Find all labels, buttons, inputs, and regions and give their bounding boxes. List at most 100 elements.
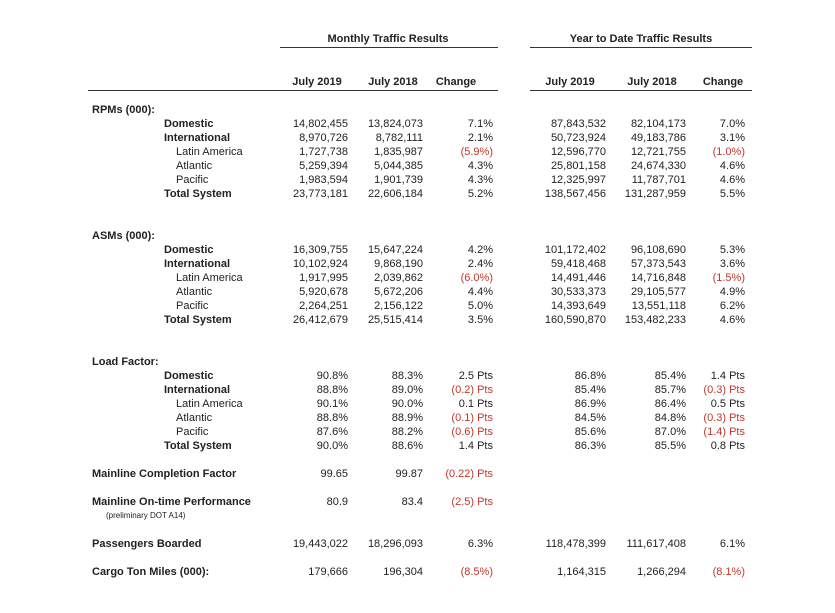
cell-value: 30,533,373 [550, 286, 606, 298]
cell-value: 3.5% [467, 314, 493, 326]
cell-value: 99.65 [320, 468, 348, 480]
row-label: Latin America [176, 398, 243, 410]
cell-value: 88.8% [316, 384, 348, 396]
cell-value: 2,039,862 [374, 272, 423, 284]
cell-value: 111,617,408 [626, 538, 686, 550]
cell-value: (0.3) Pts [703, 412, 745, 424]
cell-value: 87,843,532 [550, 118, 606, 130]
col-monthly-2019: July 2019 [292, 76, 342, 88]
table-row: (preliminary DOT A14) [0, 511, 835, 525]
row-label: Total System [164, 314, 232, 326]
monthly-title-rule [280, 47, 498, 48]
cell-value: 85.4% [654, 370, 686, 382]
cell-value: 25,515,414 [367, 314, 423, 326]
row-label: International [164, 384, 231, 396]
cell-value: 2,156,122 [374, 300, 423, 312]
cell-value: 12,721,755 [630, 146, 686, 158]
col-ytd-2019: July 2019 [545, 76, 595, 88]
table-row: Mainline Completion Factor 99.65 99.87 (0.2… [0, 468, 835, 482]
monthly-title: Monthly Traffic Results [327, 33, 449, 45]
cell-value: 14,802,455 [292, 118, 348, 130]
cell-value: 4.2% [467, 244, 493, 256]
row-label: Total System [164, 440, 232, 452]
row-label: Domestic [164, 244, 214, 256]
cell-value: 85.5% [654, 440, 686, 452]
table-row: Total System 90.0% 88.6% 1.4 Pts 86.3% 85.5% 0… [0, 440, 835, 454]
ytd-title-rule [530, 47, 752, 48]
cell-value: 57,373,543 [630, 258, 686, 270]
cell-value: (0.22) Pts [445, 468, 493, 480]
cell-value: (5.9%) [460, 146, 493, 158]
cell-value: 6.2% [719, 300, 745, 312]
cell-value: 10,102,924 [292, 258, 348, 270]
table-row: Load Factor: [0, 356, 835, 370]
cell-value: 0.8 Pts [710, 440, 745, 452]
row-label: ASMs (000): [92, 230, 155, 242]
cell-value: 8,970,726 [299, 132, 348, 144]
cell-value: 13,824,073 [367, 118, 423, 130]
cell-value: 24,674,330 [630, 160, 686, 172]
cell-value: 14,491,446 [550, 272, 606, 284]
cell-value: (1.0%) [712, 146, 745, 158]
cell-value: (1.4) Pts [703, 426, 745, 438]
cell-value: 7.0% [719, 118, 745, 130]
cell-value: (8.5%) [460, 566, 493, 578]
cell-value: 160,590,870 [544, 314, 606, 326]
cell-value: 1,983,594 [299, 174, 348, 186]
ytd-title: Year to Date Traffic Results [569, 33, 713, 45]
table-row: Mainline On-time Performance 80.9 83.4 (2.5… [0, 496, 835, 510]
cell-value: 90.0% [391, 398, 423, 410]
cell-value: (0.2) Pts [451, 384, 493, 396]
row-label: Latin America [176, 146, 243, 158]
table-row: Atlantic 5,920,678 5,672,206 4.4% 30,533,373… [0, 286, 835, 300]
cell-value: 4.6% [719, 314, 745, 326]
cell-value: 1.4 Pts [710, 370, 745, 382]
cell-value: 85.4% [574, 384, 606, 396]
cell-value: 1,835,987 [374, 146, 423, 158]
table-row: Domestic 16,309,755 15,647,224 4.2% 101,172,… [0, 244, 835, 258]
row-label: Cargo Ton Miles (000): [92, 566, 210, 578]
cell-value: 84.8% [654, 412, 686, 424]
cell-value: 25,801,158 [550, 160, 606, 172]
cell-value: 1,164,315 [557, 566, 606, 578]
table-row: Pacific 1,983,594 1,901,739 4.3% 12,325,997 1… [0, 174, 835, 188]
cell-value: 86.8% [574, 370, 606, 382]
row-label: International [164, 258, 231, 270]
row-label: RPMs (000): [92, 104, 155, 116]
cell-value: 12,325,997 [550, 174, 606, 186]
cell-value: 1,266,294 [637, 566, 686, 578]
row-label: Mainline On-time Performance [92, 496, 251, 508]
cell-value: 83.4 [401, 496, 423, 508]
col-ytd-change: Change [702, 76, 744, 88]
table-row: Domestic 90.8% 88.3% 2.5 Pts 86.8% 85.4% 1.4 P… [0, 370, 835, 384]
cell-value: 16,309,755 [292, 244, 348, 256]
cell-value: 5,044,385 [374, 160, 423, 172]
cell-value: 11,787,701 [631, 174, 686, 186]
cell-value: (1.5%) [712, 272, 745, 284]
row-label: Atlantic [176, 286, 213, 298]
cell-value: 2.5 Pts [458, 370, 493, 382]
table-row: Pacific 87.6% 88.2% (0.6) Pts 85.6% 87.0% (1.4… [0, 426, 835, 440]
cell-value: 87.6% [316, 426, 348, 438]
cell-value: (0.6) Pts [451, 426, 493, 438]
row-label: Latin America [176, 272, 243, 284]
cell-value: 82,104,173 [630, 118, 686, 130]
cell-value: 50,723,924 [550, 132, 606, 144]
row-label: Pacific [176, 174, 209, 186]
cell-value: 99.87 [395, 468, 423, 480]
cell-value: 90.8% [316, 370, 348, 382]
cell-value: 89.0% [391, 384, 423, 396]
col-ytd-2018: July 2018 [627, 76, 677, 88]
row-label: Atlantic [176, 160, 213, 172]
cell-value: (6.0%) [460, 272, 493, 284]
row-label: Total System [164, 188, 232, 200]
cell-value: 12,596,770 [550, 146, 606, 158]
cell-value: 87.0% [654, 426, 686, 438]
table-row: Cargo Ton Miles (000): 179,666 196,304 (8.5… [0, 566, 835, 580]
cell-value: 14,716,848 [630, 272, 686, 284]
cell-value: 15,647,224 [367, 244, 423, 256]
monthly-header-rule [88, 90, 498, 91]
table-row: Latin America 90.1% 90.0% 0.1 Pts 86.9% 86.4%… [0, 398, 835, 412]
cell-value: 86.9% [574, 398, 606, 410]
